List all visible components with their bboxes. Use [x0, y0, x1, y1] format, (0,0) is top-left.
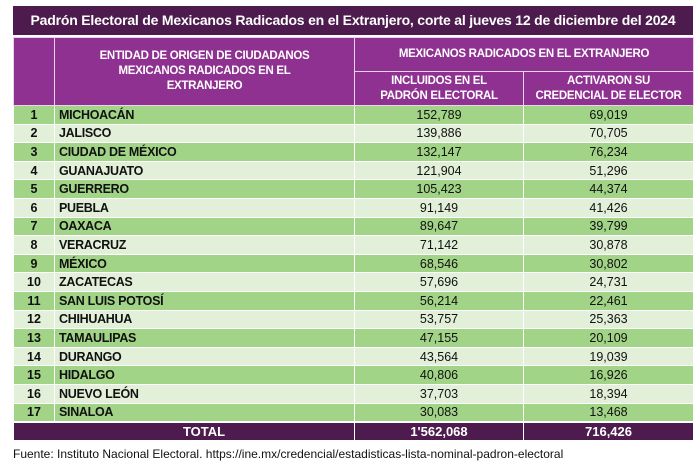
row-state: CHIHUAHUA — [54, 310, 355, 330]
row-included: 30,083 — [354, 403, 524, 423]
row-number: 2 — [13, 124, 55, 144]
row-number: 3 — [13, 142, 55, 162]
row-number: 5 — [13, 179, 55, 199]
table-row: 2 JALISCO 139,886 70,705 — [13, 124, 695, 144]
row-state: NUEVO LEÓN — [54, 384, 355, 404]
row-number: 10 — [13, 272, 55, 292]
row-state: CIUDAD DE MÉXICO — [54, 142, 355, 162]
row-state: HIDALGO — [54, 365, 355, 385]
row-state: MICHOACÁN — [54, 105, 355, 125]
table-row: 10 ZACATECAS 57,696 24,731 — [13, 272, 695, 292]
row-included: 139,886 — [354, 124, 524, 144]
row-number: 8 — [13, 235, 55, 255]
row-number: 12 — [13, 310, 55, 330]
electoral-table: ENTIDAD DE ORIGEN DE CIUDADANOS MEXICANO… — [13, 37, 695, 442]
table-row: 3 CIUDAD DE MÉXICO 132,147 76,234 — [13, 142, 695, 162]
table-row: 4 GUANAJUATO 121,904 51,296 — [13, 161, 695, 181]
row-included: 57,696 — [354, 272, 524, 292]
header-included: INCLUIDOS EN EL PADRÓN ELECTORAL — [354, 71, 524, 106]
table-row: 9 MÉXICO 68,546 30,802 — [13, 254, 695, 274]
row-activated: 20,109 — [522, 328, 695, 348]
row-included: 121,904 — [354, 161, 524, 181]
table-row: 12 CHIHUAHUA 53,757 25,363 — [13, 310, 695, 330]
row-state: ZACATECAS — [54, 272, 355, 292]
row-state: GUANAJUATO — [54, 161, 355, 181]
row-activated: 18,394 — [522, 384, 695, 404]
row-activated: 70,705 — [522, 124, 695, 144]
row-state: MÉXICO — [54, 254, 355, 274]
row-included: 71,142 — [354, 235, 524, 255]
row-included: 53,757 — [354, 310, 524, 330]
row-activated: 30,878 — [522, 235, 695, 255]
row-number: 4 — [13, 161, 55, 181]
row-included: 68,546 — [354, 254, 524, 274]
table-row: 5 GUERRERO 105,423 44,374 — [13, 179, 695, 199]
row-activated: 19,039 — [522, 347, 695, 367]
table-row: 13 TAMAULIPAS 47,155 20,109 — [13, 328, 695, 348]
table-row: 8 VERACRUZ 71,142 30,878 — [13, 235, 695, 255]
row-number: 7 — [13, 217, 55, 237]
header-entity: ENTIDAD DE ORIGEN DE CIUDADANOS MEXICANO… — [54, 37, 355, 106]
row-activated: 69,019 — [522, 105, 695, 125]
row-included: 40,806 — [354, 365, 524, 385]
table-title: Padrón Electoral de Mexicanos Radicados … — [13, 6, 693, 37]
row-included: 132,147 — [354, 142, 524, 162]
row-activated: 13,468 — [522, 403, 695, 423]
row-number: 11 — [13, 291, 55, 311]
row-number: 16 — [13, 384, 55, 404]
row-included: 152,789 — [354, 105, 524, 125]
row-activated: 22,461 — [522, 291, 695, 311]
row-number: 9 — [13, 254, 55, 274]
total-label: TOTAL — [13, 421, 355, 442]
row-activated: 44,374 — [522, 179, 695, 199]
row-state: OAXACA — [54, 217, 355, 237]
row-included: 56,214 — [354, 291, 524, 311]
row-state: JALISCO — [54, 124, 355, 144]
row-state: SINALOA — [54, 403, 355, 423]
total-row: TOTAL 1'562,068 716,426 — [13, 421, 695, 442]
table-body: 1 MICHOACÁN 152,789 69,019 2 JALISCO 139,886 70… — [13, 105, 695, 423]
row-included: 47,155 — [354, 328, 524, 348]
table-row: 7 OAXACA 89,647 39,799 — [13, 217, 695, 237]
header-number — [13, 37, 55, 106]
table-row: 11 SAN LUIS POTOSÍ 56,214 22,461 — [13, 291, 695, 311]
row-activated: 16,926 — [522, 365, 695, 385]
row-activated: 24,731 — [522, 272, 695, 292]
row-number: 17 — [13, 403, 55, 423]
source-note: Fuente: Instituto Nacional Electoral. ht… — [13, 447, 564, 461]
table-row: 16 NUEVO LEÓN 37,703 18,394 — [13, 384, 695, 404]
row-state: TAMAULIPAS — [54, 328, 355, 348]
row-state: PUEBLA — [54, 198, 355, 218]
electoral-table-container: Padrón Electoral de Mexicanos Radicados … — [13, 6, 695, 442]
row-included: 43,564 — [354, 347, 524, 367]
row-included: 105,423 — [354, 179, 524, 199]
row-state: VERACRUZ — [54, 235, 355, 255]
row-activated: 25,363 — [522, 310, 695, 330]
row-number: 14 — [13, 347, 55, 367]
header-group: MEXICANOS RADICADOS EN EL EXTRANJERO — [353, 37, 695, 72]
row-number: 6 — [13, 198, 55, 218]
row-included: 91,149 — [354, 198, 524, 218]
row-activated: 41,426 — [522, 198, 695, 218]
row-number: 1 — [13, 105, 55, 125]
row-activated: 39,799 — [522, 217, 695, 237]
total-included: 1'562,068 — [354, 421, 524, 442]
row-number: 15 — [13, 365, 55, 385]
row-state: GUERRERO — [54, 179, 355, 199]
table-row: 1 MICHOACÁN 152,789 69,019 — [13, 105, 695, 125]
row-state: DURANGO — [54, 347, 355, 367]
row-number: 13 — [13, 328, 55, 348]
total-activated: 716,426 — [522, 421, 695, 442]
table-row: 15 HIDALGO 40,806 16,926 — [13, 365, 695, 385]
table-row: 17 SINALOA 30,083 13,468 — [13, 403, 695, 423]
table-row: 6 PUEBLA 91,149 41,426 — [13, 198, 695, 218]
row-activated: 30,802 — [522, 254, 695, 274]
row-included: 89,647 — [354, 217, 524, 237]
row-activated: 76,234 — [522, 142, 695, 162]
header-activated: ACTIVARON SU CREDENCIAL DE ELECTOR — [522, 71, 695, 106]
table-row: 14 DURANGO 43,564 19,039 — [13, 347, 695, 367]
row-state: SAN LUIS POTOSÍ — [54, 291, 355, 311]
row-included: 37,703 — [354, 384, 524, 404]
row-activated: 51,296 — [522, 161, 695, 181]
